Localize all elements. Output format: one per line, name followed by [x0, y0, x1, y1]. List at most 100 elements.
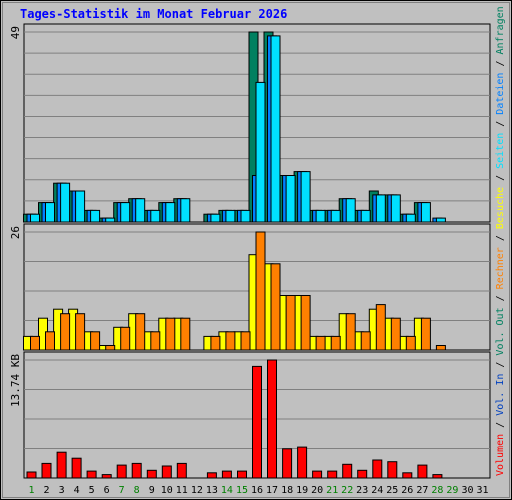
- bar-rechner-day-9: [150, 331, 161, 351]
- bar-volumen-day-19: [297, 446, 308, 479]
- day-label: 24: [371, 485, 383, 496]
- bar-seiten-day-6: [105, 217, 116, 223]
- legend-separator: /: [495, 416, 506, 434]
- day-label: 16: [251, 485, 263, 496]
- chart-panels: 49 26 13.74 KB: [9, 23, 491, 479]
- chart-title: Tages-Statistik im Monat Februar 2026: [20, 7, 287, 21]
- bar-rechner-day-26: [405, 335, 416, 351]
- bar-rechner-day-7: [120, 326, 131, 351]
- bar-volumen-day-16: [252, 365, 262, 479]
- legend-item-seiten: Seiten: [495, 133, 506, 169]
- bar-rechner-day-19: [300, 295, 311, 351]
- bar-seiten-day-17: [270, 35, 281, 223]
- bar-volumen-day-23: [357, 469, 368, 479]
- day-label: 30: [461, 485, 473, 496]
- panel-bottom: 13.74 KB: [9, 351, 491, 479]
- bar-rechner-day-14: [225, 331, 236, 351]
- bar-seiten-day-22: [345, 198, 356, 223]
- legend-item-dateien: Dateien: [495, 73, 506, 115]
- bar-seiten-day-15: [240, 209, 251, 223]
- day-label: 21: [326, 485, 338, 496]
- bar-seiten-day-24: [375, 194, 386, 223]
- bar-volumen-day-24: [372, 459, 383, 479]
- day-label: 11: [176, 485, 188, 496]
- bar-seiten-day-14: [225, 209, 236, 223]
- day-label: 14: [221, 485, 233, 496]
- day-axis-labels: 1 2 3 4 5 6 7 8 9 10 11 12 13 14 15 16 17 18 19 20 21 22 23 24 2…: [28, 485, 488, 496]
- day-label: 25: [386, 485, 398, 496]
- bar-rechner-day-22: [345, 313, 356, 351]
- bar-volumen-day-9: [146, 469, 157, 479]
- day-label: 22: [341, 485, 353, 496]
- day-label: 29: [446, 485, 458, 496]
- bar-seiten-day-5: [90, 209, 101, 223]
- bar-seiten-day-23: [360, 209, 371, 223]
- bar-volumen-day-6: [101, 474, 112, 479]
- bar-volumen-day-27: [417, 464, 428, 479]
- day-label: 18: [281, 485, 293, 496]
- chart-legend: Volumen / Vol. In / Vol. Out / Rechner /…: [495, 6, 506, 476]
- bar-seiten-day-2: [45, 202, 55, 223]
- bar-seiten-day-21: [330, 209, 341, 223]
- bar-rechner-day-21: [330, 335, 341, 351]
- bar-rechner-day-24: [375, 304, 386, 351]
- bar-seiten-day-18: [285, 175, 296, 223]
- day-label: 28: [431, 485, 443, 496]
- bar-rechner-day-11: [180, 317, 191, 351]
- bar-rechner-day-25: [390, 317, 401, 351]
- day-label: 26: [401, 485, 413, 496]
- day-label: 23: [356, 485, 368, 496]
- legend-item-anfragen: Anfragen: [495, 6, 506, 54]
- bar-seiten-day-20: [315, 209, 326, 223]
- bar-volumen-day-8: [131, 462, 142, 479]
- bar-seiten-day-13: [210, 213, 221, 223]
- bar-volumen-day-28: [432, 474, 443, 479]
- bar-volumen-day-18: [282, 448, 293, 479]
- bar-rechner-day-28: [435, 345, 446, 351]
- bar-rechner-day-16: [255, 231, 266, 351]
- bar-seiten-day-4: [75, 190, 86, 223]
- day-label: 4: [74, 485, 80, 496]
- bar-rechner-day-13: [210, 335, 221, 351]
- bar-volumen-day-15: [237, 470, 247, 479]
- day-label: 10: [161, 485, 173, 496]
- bar-volumen-day-2: [41, 462, 52, 479]
- bar-rechner-day-4: [75, 313, 86, 351]
- day-label: 3: [59, 485, 65, 496]
- bar-seiten-day-26: [405, 213, 416, 223]
- bar-seiten-day-19: [300, 171, 311, 223]
- bar-seiten-day-9: [150, 209, 161, 223]
- bar-seiten-day-16: [255, 81, 266, 223]
- y-max-label: 13.74 KB: [9, 354, 22, 407]
- bar-volumen-day-13: [206, 472, 217, 479]
- legend-separator: /: [495, 54, 506, 72]
- bar-volumen-day-10: [161, 465, 172, 479]
- bar-volumen-day-11: [176, 462, 187, 479]
- bar-rechner-day-23: [360, 331, 371, 351]
- bar-seiten-day-3: [60, 182, 71, 223]
- legend-item-vol-in: Vol. In: [495, 374, 506, 416]
- legend-separator: /: [495, 356, 506, 374]
- bar-rechner-day-18: [285, 295, 296, 351]
- day-label: 7: [119, 485, 125, 496]
- bar-seiten-day-11: [180, 198, 191, 223]
- bar-rechner-day-5: [90, 331, 101, 351]
- bar-volumen-day-4: [71, 457, 82, 479]
- legend-item-rechner: Rechner: [495, 247, 506, 289]
- day-label: 31: [476, 485, 488, 496]
- bar-volumen-day-7: [116, 464, 127, 479]
- bar-volumen-day-21: [327, 470, 338, 479]
- day-label: 27: [416, 485, 428, 496]
- legend-item-vol-out: Vol. Out: [495, 307, 506, 355]
- bar-volumen-day-17: [267, 359, 277, 479]
- legend-text: Volumen / Vol. In / Vol. Out / Rechner /…: [495, 6, 506, 476]
- day-label: 13: [206, 485, 218, 496]
- y-max-label: 49: [9, 26, 22, 39]
- legend-item-besuche: Besuche: [495, 187, 506, 229]
- bar-volumen-day-20: [312, 470, 323, 479]
- day-label: 6: [104, 485, 110, 496]
- bar-volumen-day-25: [387, 461, 398, 479]
- day-label: 12: [191, 485, 203, 496]
- day-label: 20: [311, 485, 323, 496]
